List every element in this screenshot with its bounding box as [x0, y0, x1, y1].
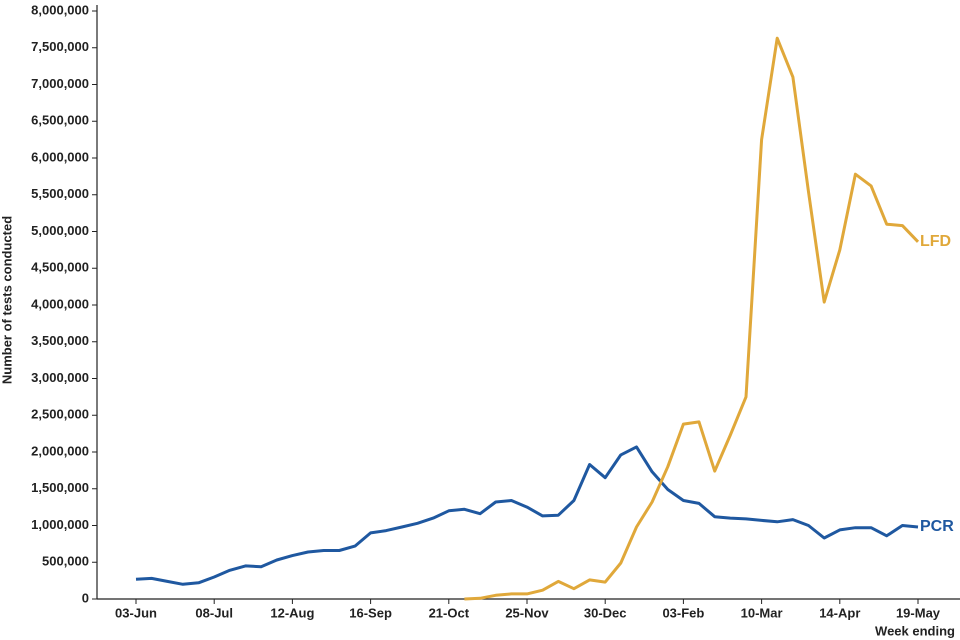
y-tick-label: 7,000,000 — [31, 76, 89, 91]
x-axis-title: Week ending — [875, 623, 955, 638]
x-tick-label: 21-Oct — [429, 605, 470, 620]
y-tick-label: 8,000,000 — [31, 2, 89, 17]
x-tick-label: 30-Dec — [584, 605, 627, 620]
x-tick-label: 08-Jul — [195, 605, 233, 620]
x-tick-label: 03-Jun — [115, 605, 157, 620]
y-tick-label: 7,500,000 — [31, 39, 89, 54]
series-line — [464, 36, 920, 601]
y-tick-label: 2,500,000 — [31, 407, 89, 422]
series-line — [135, 445, 919, 586]
y-tick-label: 6,000,000 — [31, 149, 89, 164]
y-axis-title: Number of tests conducted — [0, 216, 14, 384]
x-tick-label: 25-Nov — [505, 605, 549, 620]
x-tick-label: 14-Apr — [819, 605, 860, 620]
y-tick-label: 1,000,000 — [31, 517, 89, 532]
y-tick-label: 0 — [82, 590, 89, 605]
x-tick-label: 19-May — [896, 605, 941, 620]
y-tick-label: 5,000,000 — [31, 223, 89, 238]
y-tick-label: 3,000,000 — [31, 370, 89, 385]
y-tick-label: 6,500,000 — [31, 113, 89, 128]
y-tick-label: 2,000,000 — [31, 443, 89, 458]
y-tick-label: 1,500,000 — [31, 480, 89, 495]
y-tick-label: 5,500,000 — [31, 186, 89, 201]
x-tick-label: 03-Feb — [662, 605, 704, 620]
y-tick-label: 500,000 — [42, 554, 89, 569]
x-tick-label: 12-Aug — [270, 605, 314, 620]
series-label: LFD — [920, 233, 951, 250]
y-tick-label: 4,500,000 — [31, 260, 89, 275]
x-tick-label: 16-Sep — [349, 605, 392, 620]
x-tick-label: 10-Mar — [741, 605, 783, 620]
series-label: PCR — [920, 518, 954, 535]
y-tick-label: 3,500,000 — [31, 333, 89, 348]
y-tick-label: 4,000,000 — [31, 296, 89, 311]
